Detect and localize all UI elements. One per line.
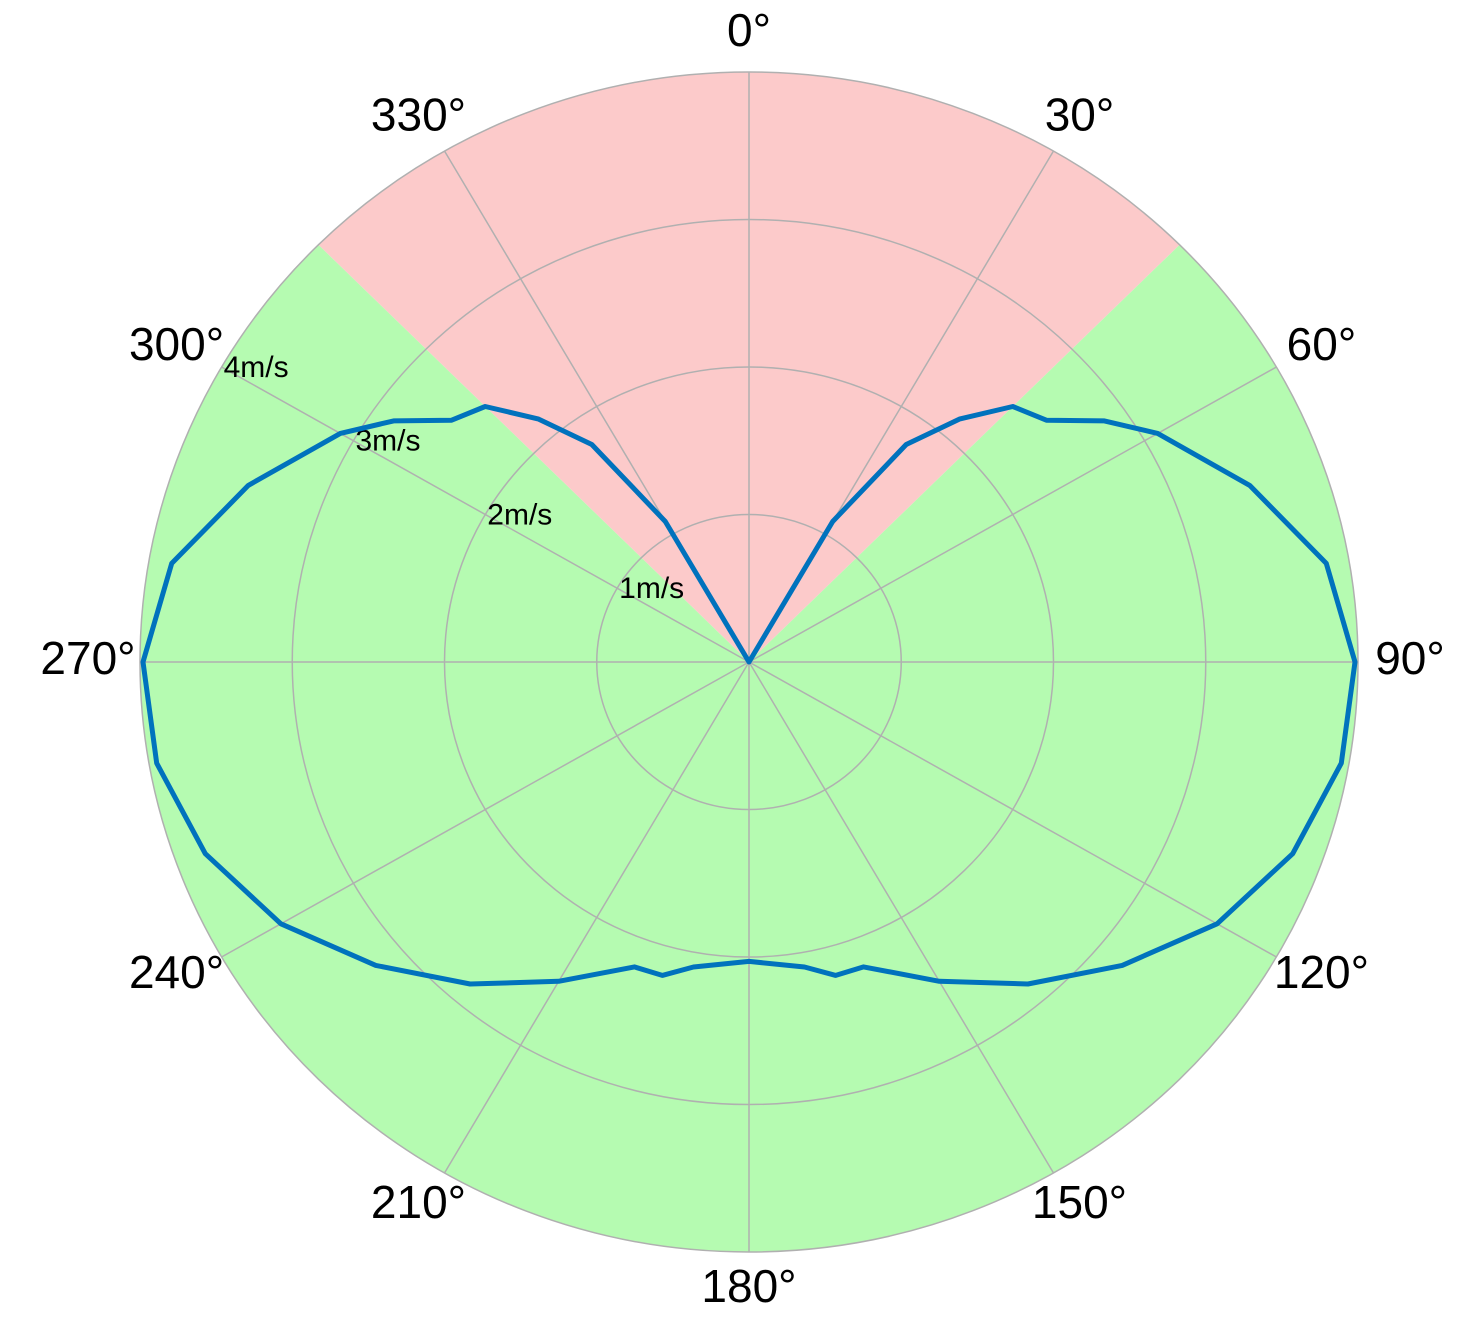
theta-tick-label: 30° bbox=[1045, 88, 1115, 140]
r-tick-label: 1m/s bbox=[619, 572, 684, 605]
theta-tick-label: 240° bbox=[129, 946, 224, 998]
grid-spoke bbox=[221, 366, 750, 663]
grid-spoke bbox=[748, 366, 1277, 663]
r-tick-label: 4m/s bbox=[224, 351, 289, 384]
theta-tick-label: 330° bbox=[371, 88, 466, 140]
r-tick-label: 3m/s bbox=[355, 425, 420, 458]
theta-tick-label: 150° bbox=[1032, 1176, 1127, 1228]
theta-tick-label: 270° bbox=[40, 632, 135, 684]
grid-spoke bbox=[443, 661, 750, 1174]
theta-tick-label: 90° bbox=[1375, 632, 1445, 684]
r-tick-label: 2m/s bbox=[487, 498, 552, 531]
theta-tick-label: 120° bbox=[1274, 946, 1369, 998]
theta-tick-label: 210° bbox=[371, 1176, 466, 1228]
series-line bbox=[140, 404, 1358, 987]
theta-tick-label: 0° bbox=[727, 4, 771, 56]
theta-tick-label: 300° bbox=[129, 318, 224, 370]
grid-spoke bbox=[748, 661, 1277, 958]
theta-tick-label: 180° bbox=[701, 1260, 796, 1312]
grid-spoke bbox=[748, 661, 1055, 1174]
grid-spoke bbox=[221, 661, 750, 958]
theta-tick-label: 60° bbox=[1287, 318, 1357, 370]
